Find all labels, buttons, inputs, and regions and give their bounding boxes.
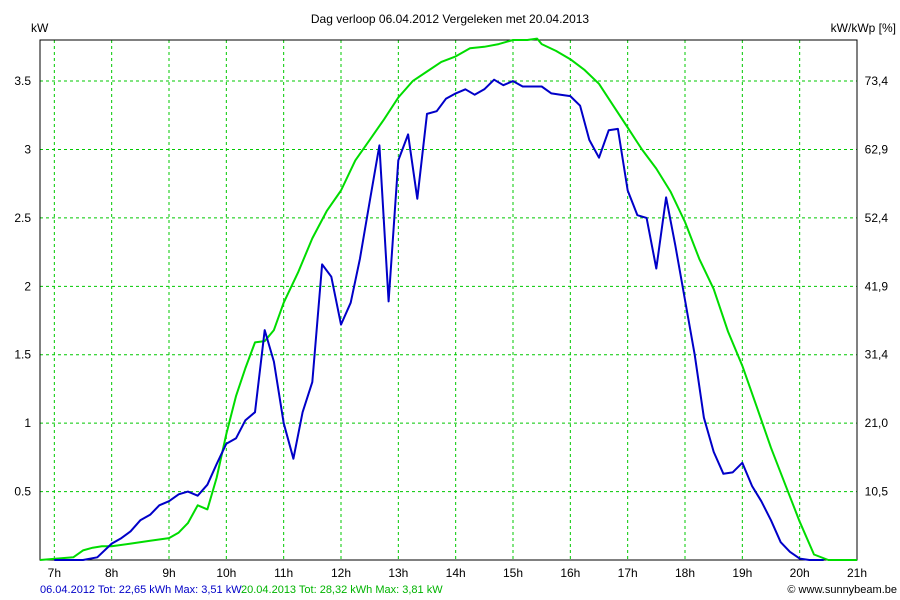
y2-tick-label: 10,5 — [865, 485, 889, 499]
y2-tick-label: 62,9 — [865, 142, 889, 156]
y2-tick-label: 21,0 — [865, 416, 889, 430]
x-tick-labels: 7h 8h 9h 10h 11h 12h 13h 14h 15h 16h 17h 18h 19h 20h 2… — [48, 566, 867, 580]
y2-tick-label: 31,4 — [865, 348, 889, 362]
x-tick-label: 7h — [48, 566, 61, 580]
y2-tick-label: 52,4 — [865, 211, 889, 225]
y2-tick-labels: 10,5 21,0 31,4 41,9 52,4 62,9 73,4 — [865, 74, 889, 499]
y-tick-label: 2.5 — [14, 211, 31, 225]
x-tick-label: 20h — [790, 566, 810, 580]
x-tick-label: 13h — [388, 566, 408, 580]
plot-frame — [39, 39, 858, 561]
y-tick-label: 3 — [24, 142, 31, 156]
y-axis-label-left: kW — [31, 21, 49, 35]
footer-left-series-1: 06.04.2012 Tot: 22,65 kWh Max: 3,51 kW — [40, 584, 242, 596]
x-tick-label: 21h — [847, 566, 867, 580]
series-line-2013 — [39, 37, 857, 561]
footer-left-series-2: 20.04.2013 Tot: 28,32 kWh Max: 3,81 kW — [241, 584, 443, 596]
y-tick-label: 1 — [24, 416, 31, 430]
x-tick-label: 16h — [560, 566, 580, 580]
x-tick-label: 18h — [675, 566, 695, 580]
series-lines — [39, 37, 857, 561]
chart-title: Dag verloop 06.04.2012 Vergeleken met 20… — [311, 12, 590, 26]
y-tick-label: 1.5 — [14, 348, 31, 362]
y-tick-labels: 0.5 1 1.5 2 2.5 3 3.5 — [14, 74, 31, 499]
grid — [40, 40, 857, 560]
footer-copyright: © www.sunnybeam.be — [787, 584, 897, 596]
y-tick-label: 3.5 — [14, 74, 31, 88]
x-tick-label: 9h — [162, 566, 175, 580]
series-line-2012 — [54, 78, 824, 561]
x-tick-label: 11h — [274, 566, 293, 580]
x-tick-label: 12h — [331, 566, 351, 580]
x-tick-label: 14h — [446, 566, 466, 580]
y2-tick-label: 41,9 — [865, 279, 889, 293]
y2-tick-label: 73,4 — [865, 74, 889, 88]
x-tick-label: 19h — [732, 566, 752, 580]
x-tick-label: 17h — [618, 566, 638, 580]
y-tick-label: 0.5 — [14, 485, 31, 499]
x-tick-label: 15h — [503, 566, 523, 580]
x-tick-label: 10h — [216, 566, 236, 580]
y-axis-label-right: kW/kWp [%] — [831, 21, 896, 35]
y-tick-label: 2 — [24, 279, 31, 293]
x-tick-label: 8h — [105, 566, 118, 580]
